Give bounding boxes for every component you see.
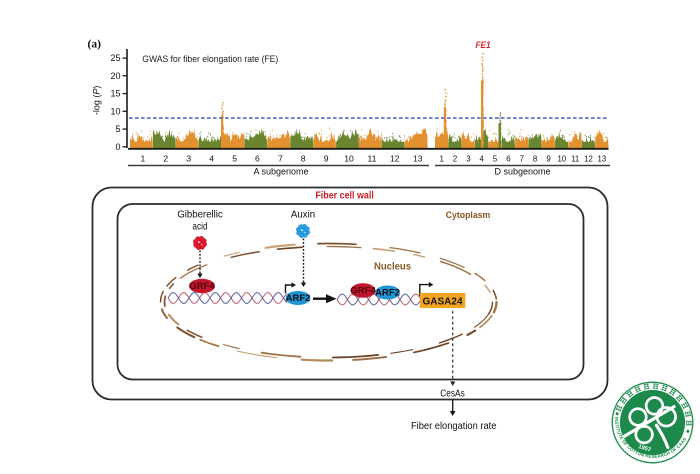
svg-text:ARF2: ARF2: [375, 288, 400, 299]
svg-text:1: 1: [141, 154, 146, 164]
svg-text:20: 20: [110, 71, 120, 81]
svg-text:-log (P): -log (P): [92, 86, 102, 116]
svg-text:8: 8: [533, 155, 537, 164]
svg-text:0: 0: [115, 142, 120, 152]
svg-text:A subgenome: A subgenome: [253, 167, 308, 177]
svg-text:(a): (a): [88, 39, 102, 51]
svg-text:10: 10: [110, 106, 120, 116]
svg-text:13: 13: [598, 155, 607, 164]
svg-text:Fiber cell wall: Fiber cell wall: [315, 191, 374, 202]
svg-text:1: 1: [440, 155, 444, 164]
svg-text:FE1: FE1: [476, 40, 491, 51]
svg-text:11: 11: [367, 154, 376, 164]
svg-text:6: 6: [506, 155, 510, 164]
svg-text:15: 15: [110, 89, 120, 99]
svg-text:12: 12: [584, 155, 593, 164]
svg-text:10: 10: [557, 155, 566, 164]
svg-text:7: 7: [278, 154, 283, 164]
svg-text:GRF4: GRF4: [350, 286, 376, 297]
svg-text:6: 6: [255, 154, 260, 164]
svg-text:3: 3: [186, 154, 191, 164]
svg-text:4: 4: [209, 154, 214, 164]
svg-text:Auxin: Auxin: [291, 209, 315, 220]
svg-text:GRF4: GRF4: [189, 281, 215, 292]
svg-text:9: 9: [546, 155, 550, 164]
svg-text:9: 9: [324, 154, 329, 164]
svg-text:Nucleus: Nucleus: [374, 262, 411, 273]
svg-text:5: 5: [232, 154, 237, 164]
svg-text:10: 10: [344, 154, 354, 164]
svg-text:2: 2: [163, 154, 168, 164]
svg-text:GASA24: GASA24: [422, 297, 462, 308]
svg-text:GWAS for fiber elongation rate: GWAS for fiber elongation rate (FE): [142, 54, 278, 64]
svg-text:3: 3: [466, 155, 470, 164]
svg-text:Gibberellic: Gibberellic: [177, 209, 222, 220]
svg-text:ARF2: ARF2: [286, 293, 311, 304]
svg-text:2: 2: [453, 155, 457, 164]
svg-text:5: 5: [493, 155, 498, 164]
svg-text:13: 13: [413, 154, 423, 164]
svg-text:acid: acid: [192, 222, 207, 233]
svg-text:5: 5: [115, 124, 120, 134]
svg-text:CesAs: CesAs: [440, 388, 465, 399]
svg-text:Fiber elongation rate: Fiber elongation rate: [411, 421, 497, 432]
svg-text:25: 25: [110, 53, 120, 63]
svg-text:8: 8: [301, 154, 306, 164]
svg-text:Cytoplasm: Cytoplasm: [446, 210, 491, 221]
svg-text:11: 11: [571, 155, 579, 164]
svg-text:D subgenome: D subgenome: [494, 167, 550, 177]
svg-text:7: 7: [520, 155, 524, 164]
svg-text:12: 12: [390, 154, 400, 164]
svg-text:4: 4: [480, 155, 485, 164]
